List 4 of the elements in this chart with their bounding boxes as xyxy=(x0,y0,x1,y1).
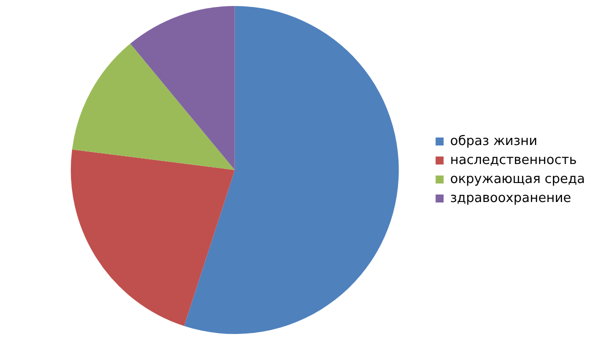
legend-label: наследственность xyxy=(450,152,577,168)
legend-label: окружающая среда xyxy=(450,172,586,187)
legend-label: образ жизни xyxy=(450,134,538,149)
legend-label: здравоохранение xyxy=(450,190,572,206)
